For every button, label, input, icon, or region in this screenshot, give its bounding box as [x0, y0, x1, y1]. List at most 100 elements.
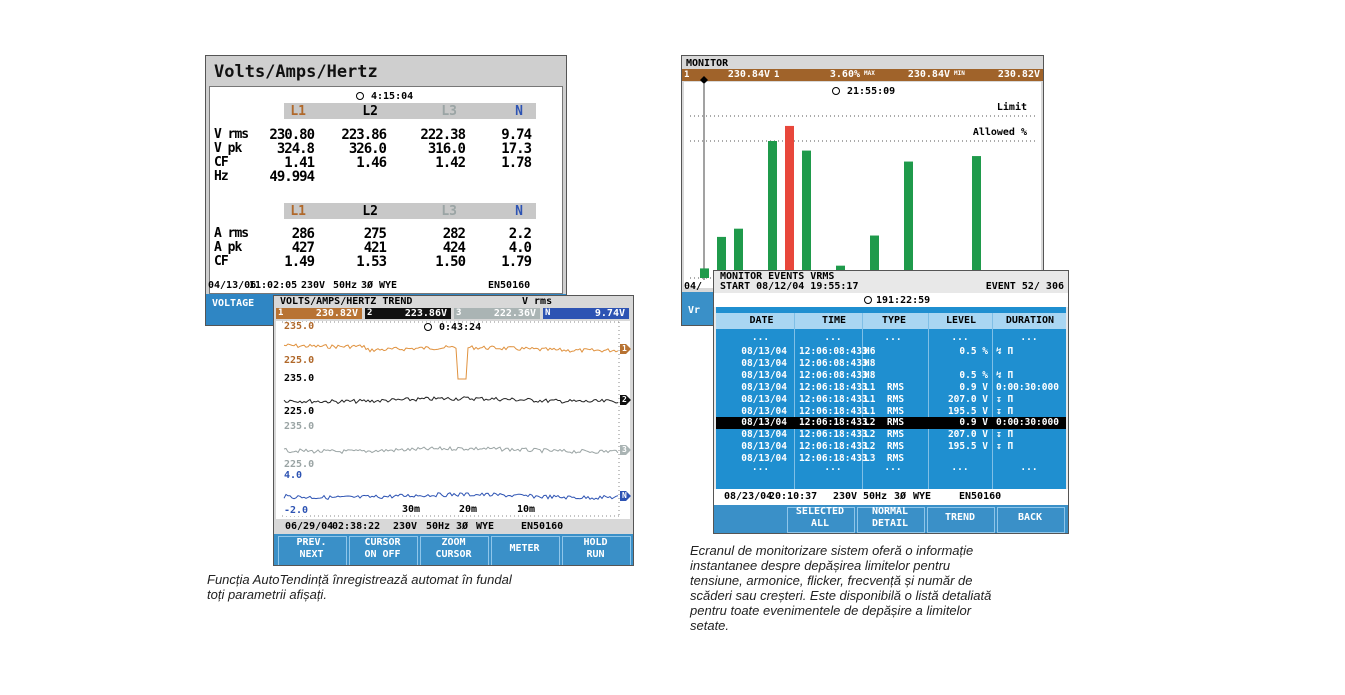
trend-trace: [283, 492, 619, 501]
selected-row: [716, 417, 1066, 430]
bar: [717, 236, 726, 278]
cell: 12:06:08:433: [799, 346, 868, 357]
cell: ↧ Π: [996, 429, 1014, 441]
scale-label: 235.0: [284, 421, 315, 432]
cell: 207.0 V: [947, 429, 988, 441]
limit-label: Limit: [996, 102, 1027, 113]
status-text: WYE: [476, 521, 495, 532]
time-label: 30m: [402, 504, 421, 515]
bar: [785, 125, 794, 279]
reading: 275: [363, 226, 387, 242]
phase-header: N: [515, 204, 523, 219]
allowed-label: Allowed %: [972, 127, 1027, 138]
clock: 4:15:04: [371, 91, 414, 102]
reading-id: 1: [684, 70, 690, 80]
cell: L2 RMS: [864, 441, 905, 453]
reading: 4.0: [508, 240, 532, 256]
row-label: Hz: [214, 169, 229, 184]
reading-value: 230.82V: [315, 308, 358, 319]
cell: L3 RMS: [864, 453, 905, 465]
status-text: EN50160: [488, 280, 531, 291]
trace-marker: [620, 445, 631, 455]
phase-header: L3: [441, 204, 457, 219]
events-screen: MONITOR EVENTS VRMS START 08/12/04 19:55:…: [713, 270, 1069, 534]
trend-trace: [283, 396, 619, 405]
clock-icon: [832, 87, 840, 95]
caption-line: Ecranul de monitorizare sistem oferă o i…: [690, 543, 974, 558]
button: [420, 536, 489, 565]
event-count: EVENT 52/ 306: [985, 281, 1064, 292]
column-header: TYPE: [881, 315, 907, 326]
cell: 12:06:18:433: [799, 429, 868, 441]
phase-header: L1: [290, 104, 306, 119]
row-label: CF: [214, 155, 229, 170]
row-label: CF: [214, 254, 229, 269]
reading-id: 2: [367, 308, 373, 318]
reading-value: 223.86V: [404, 308, 447, 319]
cell: 08/13/04: [741, 369, 787, 381]
reading: 222.38: [420, 127, 466, 143]
button-label: CURSOR: [364, 537, 401, 548]
header-band: [284, 103, 536, 119]
column-divider: [862, 313, 863, 489]
caption-line: toți parametrii afișați.: [207, 587, 327, 602]
status-text: 04/13/06: [208, 280, 257, 291]
trend-trace: [283, 343, 619, 380]
cell: ...: [884, 462, 902, 473]
trend-trace: [283, 445, 619, 455]
reading: 326.0: [348, 141, 387, 157]
clock-icon: [864, 296, 872, 304]
status-text: 08/23/04: [724, 491, 773, 502]
cell: ...: [1020, 332, 1038, 343]
status-text: 230V: [833, 491, 858, 502]
button-label: SELECTED: [795, 506, 845, 517]
cell: 08/13/04: [741, 405, 787, 417]
status-text: 02:38:22: [332, 521, 381, 532]
reading-value: 3.60%: [829, 69, 860, 80]
button-label: PREV.: [296, 537, 327, 548]
cell: ↧ Π: [996, 441, 1014, 453]
start-time: START 08/12/04 19:55:17: [720, 281, 859, 292]
bar: [768, 141, 777, 278]
reading: 324.8: [276, 141, 315, 157]
footer-band: [714, 489, 1068, 505]
status-text: EN50160: [959, 491, 1002, 502]
button: [997, 507, 1065, 533]
cell: 195.5 V: [947, 441, 988, 453]
cell: 08/13/04: [741, 393, 787, 405]
scale-label: -2.0: [284, 505, 309, 516]
button-label: Vr: [688, 305, 701, 316]
button: [927, 507, 995, 533]
caption-line: tensiune, armonice, flicker, frecvență ș…: [690, 573, 973, 588]
row-label: V rms: [214, 127, 249, 142]
button-label: HOLD: [583, 537, 608, 548]
trend-plot: [282, 321, 631, 517]
cell: 12:06:18:433: [799, 441, 868, 453]
reading-box: [454, 308, 540, 319]
reading: 1.53: [356, 254, 387, 270]
reading: 1.78: [501, 155, 532, 171]
reading: 424: [442, 240, 466, 256]
cell: ↧ Π: [996, 405, 1014, 417]
button-label: TREND: [944, 512, 976, 523]
status-text: 3Ø: [894, 491, 907, 502]
button-label: VOLTAGE: [212, 298, 255, 309]
bar: [700, 268, 709, 278]
scale-label: 225.0: [284, 355, 315, 366]
status-text: 3Ø: [456, 521, 469, 532]
trend-screen: VOLTS/AMPS/HERTZ TREND V rms 1 230.82V 2 223.…: [273, 295, 634, 566]
reading-id: MIN: [954, 70, 965, 77]
status-text: 50Hz: [863, 491, 888, 502]
clock: 21:55:09: [847, 86, 896, 97]
cell: H8: [864, 369, 876, 381]
clock-icon: [356, 92, 364, 100]
reading: 421: [363, 240, 387, 256]
cell: ...: [751, 462, 770, 473]
status-text: EN50160: [521, 521, 564, 532]
button-label: DETAIL: [871, 518, 909, 529]
header-band: [284, 203, 536, 219]
cell: 12:06:08:433: [799, 357, 868, 369]
phase-header: L1: [290, 204, 306, 219]
cell: ...: [824, 332, 842, 343]
reading: 230.80: [269, 127, 315, 143]
